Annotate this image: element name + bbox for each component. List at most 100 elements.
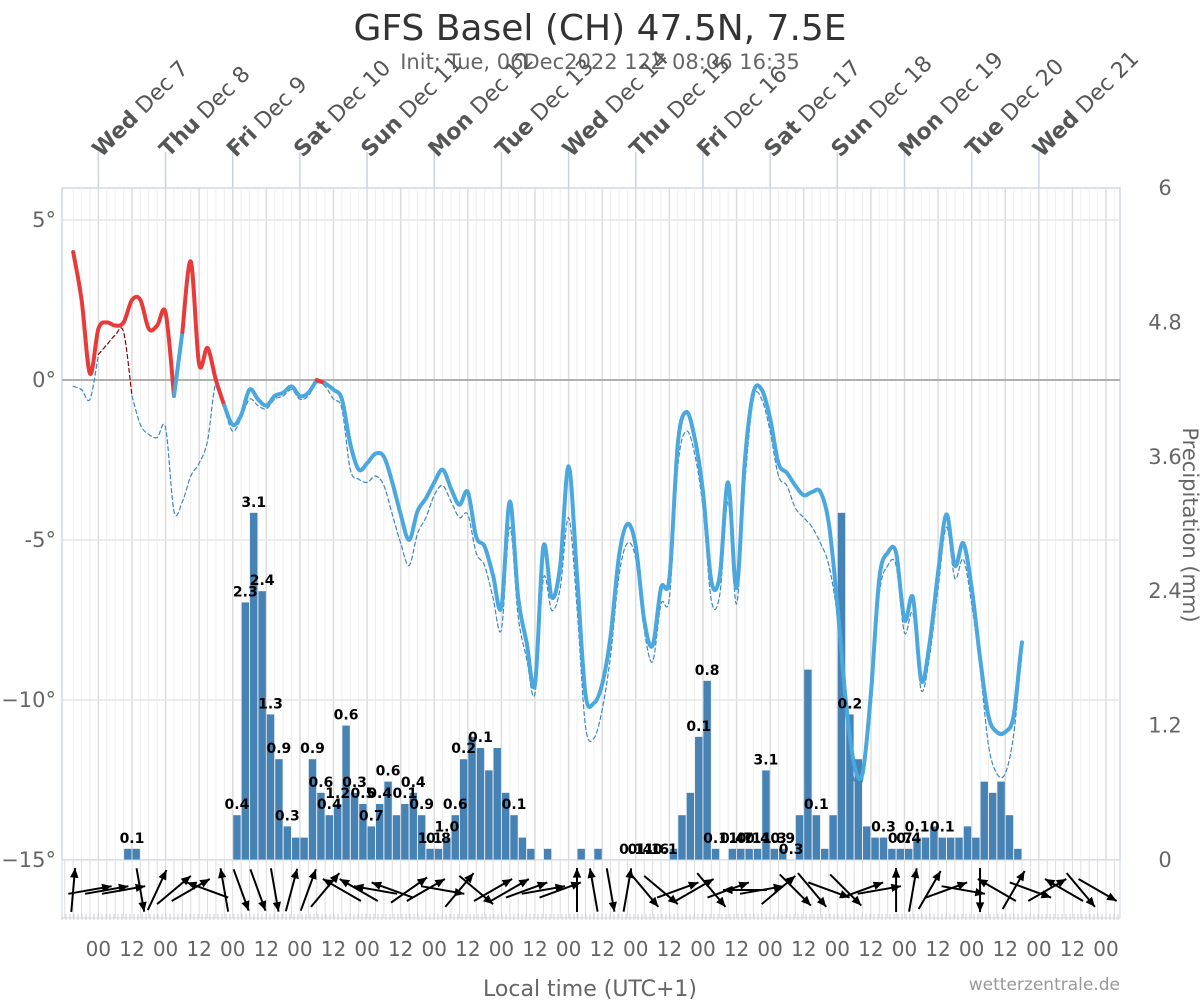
wind-arrow-icon (841, 881, 884, 899)
precip-value-label: 0.1 (468, 730, 493, 746)
precip-value-label: 0.2 (837, 696, 862, 712)
hour-tick-label: 00 (354, 937, 379, 961)
hour-tick-label: 12 (254, 937, 279, 961)
precip-bar (527, 848, 535, 860)
wind-arrow-head (572, 868, 582, 878)
wind-arrow-icon (473, 878, 513, 902)
wind-arrow-icon (156, 875, 192, 905)
precip-value-label: 0.1 (120, 831, 145, 847)
precip-bar (501, 792, 510, 860)
precip-value-label: 0.9 (770, 831, 795, 847)
wind-arrow-icon (925, 881, 968, 899)
precip-bar (938, 837, 946, 860)
wind-arrow-icon (629, 872, 660, 908)
dewpoint-line-below-zero (72, 353, 99, 402)
precip-bar (846, 714, 854, 860)
precip-bar (779, 848, 787, 860)
temperature-line-below-zero (172, 330, 185, 398)
precip-bar (459, 759, 468, 860)
date-label: Dec 9 (245, 72, 313, 140)
precip-bar (292, 837, 300, 860)
hour-tick-label: 12 (119, 937, 144, 961)
wind-arrow-head (536, 881, 548, 890)
wind-arrow-head (241, 900, 250, 911)
hour-tick-label: 12 (791, 937, 816, 961)
wind-arrow-head (891, 868, 901, 878)
precip-bar (283, 826, 292, 860)
date-label: Dec 21 (1067, 46, 1144, 123)
precip-bar (963, 826, 972, 860)
hour-tick-label: 00 (757, 937, 782, 961)
wind-arrow-icon (284, 868, 299, 912)
precip-bar (485, 770, 493, 860)
temperature-line-below-zero (222, 378, 319, 428)
temperature-line-below-zero (323, 381, 1024, 781)
wind-arrow-head (738, 881, 749, 890)
precip-value-label: 0.1 (653, 842, 678, 858)
wind-arrow-head (138, 901, 147, 912)
wind-arrow-icon (779, 873, 812, 907)
hour-tick-label: 00 (153, 937, 178, 961)
precip-bar (443, 837, 451, 860)
wind-arrow-head (518, 879, 529, 888)
wind-arrow-head (308, 869, 317, 880)
precip-bar (468, 736, 476, 860)
wind-arrow-head (932, 870, 941, 882)
wind-arrow-head (180, 875, 191, 886)
precip-bar (266, 714, 275, 860)
hour-tick-label: 00 (422, 937, 447, 961)
wind-arrow-icon (371, 881, 414, 899)
precipitation-bars (124, 512, 1022, 860)
precip-bar (695, 736, 703, 860)
chart-title: GFS Basel (CH) 47.5N, 7.5E (353, 8, 846, 49)
wind-arrow-head (70, 868, 79, 879)
temperature-tick-label: −15° (1, 848, 56, 872)
precip-value-label: 0.1 (686, 719, 711, 735)
precip-value-label: 0.1 (703, 831, 728, 847)
plot-frame (61, 187, 1121, 861)
precip-value-label: 0.2 (451, 741, 476, 757)
precip-value-label: 1.2 (325, 786, 350, 802)
wind-arrow-icon (1078, 878, 1118, 902)
temperature-tick-label: -5° (25, 528, 56, 552)
precip-bar (703, 680, 711, 860)
wind-arrow-icon (135, 868, 147, 912)
x-axis-title: Local time (UTC+1) (483, 977, 697, 1000)
wind-arrow-icon (249, 868, 267, 912)
wind-arrow-icon (891, 868, 901, 912)
wind-arrow-icon (269, 868, 282, 912)
precip-bar (879, 837, 888, 860)
wind-arrow-icon (521, 883, 566, 895)
precip-value-label: 0.1 (619, 842, 644, 858)
precip-value-label: 0.8 (426, 831, 451, 847)
precip-value-label: 1.1 (418, 831, 443, 847)
precip-bar (678, 815, 686, 860)
wind-arrow-head (329, 873, 340, 884)
precip-bar (871, 837, 879, 860)
wind-arrow-icon (917, 870, 942, 910)
hour-tick-label: 00 (220, 937, 245, 961)
precip-bar (745, 848, 753, 860)
precip-bar (476, 748, 485, 860)
precip-bar (518, 837, 527, 860)
wind-arrow-head (667, 894, 678, 905)
hour-tick-label: 00 (556, 937, 581, 961)
precip-bar (409, 792, 417, 860)
source-credit: wetterzentrale.de (969, 975, 1120, 995)
wind-arrow-head (322, 879, 334, 888)
wind-arrow-head (722, 885, 733, 895)
precip-bar (384, 781, 392, 860)
precip-bar (728, 848, 737, 860)
wind-arrow-icon (539, 881, 582, 899)
precip-value-label: 0.9 (409, 797, 434, 813)
wind-arrow-head (716, 896, 726, 907)
precip-bar (770, 848, 779, 860)
wind-arrow-head (816, 896, 827, 907)
wind-arrow-icon (490, 878, 530, 902)
precip-value-label: 0.1 (392, 786, 417, 802)
wind-arrow-icon (186, 881, 229, 899)
precip-value-label: 0.6 (308, 775, 333, 791)
wind-direction-strip (61, 859, 1121, 920)
precip-value-label: 3.1 (754, 752, 779, 768)
